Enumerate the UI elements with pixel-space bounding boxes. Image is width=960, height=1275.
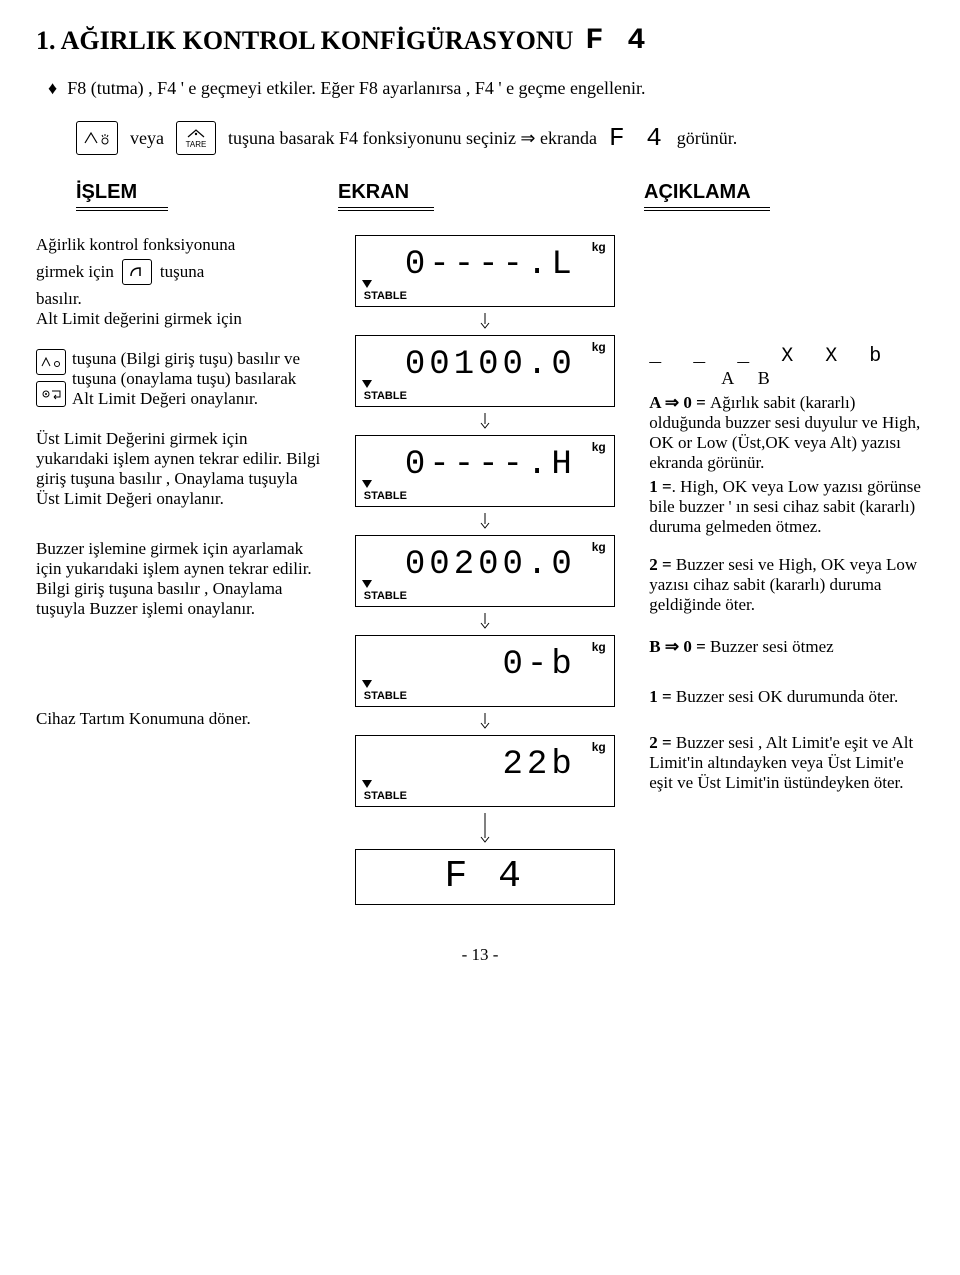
islm-p4: Buzzer işlemine girmek için ayarlamak iç…: [36, 539, 320, 619]
intro-seg-f4: F 4: [609, 123, 665, 153]
display-5: kg 0-b STABLE: [355, 635, 615, 707]
intro-mid: tuşuna basarak F4 fonksiyonunu seçiniz ⇒…: [228, 128, 597, 149]
acik-a1-lead: 1 =: [649, 477, 671, 496]
disp6-stable: STABLE: [364, 790, 606, 802]
islm-p1c: basılır.: [36, 289, 320, 309]
bullet-note: ♦ F8 (tutma) , F4 ' e geçmeyi etkiler. E…: [48, 78, 924, 99]
disp2-stable: STABLE: [364, 390, 606, 402]
disp4-stable: STABLE: [364, 590, 606, 602]
title-seg-f4: F 4: [585, 24, 648, 58]
islm-p2-text: tuşuna (Bilgi giriş tuşu) basılır ve tuş…: [72, 349, 320, 409]
disp4-kg: kg: [592, 540, 606, 554]
acik-a1: 1 =. High, OK veya Low yazısı görünse bi…: [649, 477, 924, 537]
acik-b-lead: B ⇒ 0 =: [649, 637, 710, 656]
acik-a2-lead: 2 =: [649, 555, 676, 574]
acik-a1-body: . High, OK veya Low yazısı görünse bile …: [649, 477, 921, 536]
disp6-kg: kg: [592, 740, 606, 754]
connector-6: [480, 813, 490, 843]
display-7: F 4: [355, 849, 615, 905]
acik-column: _ _ _ X X b A B A ⇒ 0 = Ağırlık sabit (k…: [649, 235, 924, 905]
tare-label: TARE: [186, 140, 207, 149]
islm-p1a: Ağirlik kontrol fonksiyonuna: [36, 235, 320, 255]
acik-b1: 1 = Buzzer sesi OK durumunda öter.: [649, 687, 924, 707]
connector-3: [480, 513, 490, 529]
key-enter-icon: [122, 259, 152, 285]
bullet-text: F8 (tutma) , F4 ' e geçmeyi etkiler. Eğe…: [67, 78, 645, 99]
connector-2: [480, 413, 490, 429]
acik-a0: A ⇒ 0 = Ağırlık sabit (kararlı) olduğund…: [649, 393, 924, 473]
connector-4: [480, 613, 490, 629]
disp3-tri-icon: [362, 480, 372, 488]
connector-5: [480, 713, 490, 729]
islm-p2: tuşuna (Bilgi giriş tuşu) basılır ve tuş…: [36, 349, 320, 409]
islm-p3: Üst Limit Değerini girmek için yukarıdak…: [36, 429, 320, 509]
acik-a2: 2 = Buzzer sesi ve High, OK veya Low yaz…: [649, 555, 924, 615]
disp2-kg: kg: [592, 340, 606, 354]
islm-p1: Ağirlik kontrol fonksiyonuna girmek için…: [36, 235, 320, 329]
display-1: kg 0----.L STABLE: [355, 235, 615, 307]
key-tare-icon: TARE: [176, 121, 216, 155]
disp7-val: F 4: [364, 854, 606, 900]
display-3: kg 0----.H STABLE: [355, 435, 615, 507]
acik-ab: A B: [649, 368, 924, 389]
ekran-column: kg 0----.L STABLE kg 00100.0 STABLE kg 0…: [340, 235, 629, 905]
islm-column: Ağirlik kontrol fonksiyonuna girmek için…: [36, 235, 320, 905]
col-head-islm: İŞLEM: [76, 181, 168, 211]
bullet-icon: ♦: [48, 78, 57, 99]
title-text: 1. AĞIRLIK KONTROL KONFİGÜRASYONU: [36, 26, 573, 56]
disp5-stable: STABLE: [364, 690, 606, 702]
disp1-val: 0----.L: [364, 240, 606, 290]
disp2-val: 00100.0: [364, 340, 606, 390]
disp5-tri-icon: [362, 680, 372, 688]
acik-b1-body: Buzzer sesi OK durumunda öter.: [676, 687, 898, 706]
intro-end: görünür.: [677, 128, 738, 149]
column-headings: İŞLEM EKRAN AÇIKLAMA: [76, 181, 924, 211]
islm-p1b-pre: girmek için: [36, 262, 114, 282]
display-2: kg 00100.0 STABLE: [355, 335, 615, 407]
islm-p1b-post: tuşuna: [160, 262, 204, 282]
acik-b1-lead: 1 =: [649, 687, 676, 706]
acik-xxb: _ _ _ X X b: [649, 345, 924, 368]
acik-a-lead: A ⇒ 0 =: [649, 393, 710, 412]
col-head-acik: AÇIKLAMA: [644, 181, 770, 211]
disp1-kg: kg: [592, 240, 606, 254]
disp3-stable: STABLE: [364, 490, 606, 502]
disp1-tri-icon: [362, 280, 372, 288]
intro-veya: veya: [130, 128, 164, 149]
disp3-kg: kg: [592, 440, 606, 454]
display-4: kg 00200.0 STABLE: [355, 535, 615, 607]
disp3-val: 0----.H: [364, 440, 606, 490]
disp4-tri-icon: [362, 580, 372, 588]
acik-b2-body: Buzzer sesi , Alt Limit'e eşit ve Alt Li…: [649, 733, 913, 792]
disp5-kg: kg: [592, 640, 606, 654]
acik-b2: 2 = Buzzer sesi , Alt Limit'e eşit ve Al…: [649, 733, 924, 793]
disp6-val: 22b: [364, 740, 606, 790]
key-wave-light-icon: [76, 121, 118, 155]
disp2-tri-icon: [362, 380, 372, 388]
acik-b0: B ⇒ 0 = Buzzer sesi ötmez: [649, 637, 924, 657]
page-number: - 13 -: [36, 945, 924, 965]
page-title: 1. AĞIRLIK KONTROL KONFİGÜRASYONU F 4: [36, 24, 924, 58]
key-wave-light-2-icon: [36, 349, 66, 375]
connector-1: [480, 313, 490, 329]
disp4-val: 00200.0: [364, 540, 606, 590]
acik-a2-body: Buzzer sesi ve High, OK veya Low yazısı …: [649, 555, 917, 614]
acik-b2-lead: 2 =: [649, 733, 676, 752]
acik-b-body: Buzzer sesi ötmez: [710, 637, 834, 656]
display-6: kg 22b STABLE: [355, 735, 615, 807]
islm-p5: Cihaz Tartım Konumuna döner.: [36, 709, 320, 729]
key-target-return-icon: [36, 381, 66, 407]
disp1-stable: STABLE: [364, 290, 606, 302]
intro-row: veya TARE tuşuna basarak F4 fonksiyonunu…: [76, 121, 924, 155]
disp5-val: 0-b: [364, 640, 606, 690]
islm-p1d: Alt Limit değerini girmek için: [36, 309, 320, 329]
col-head-ekran: EKRAN: [338, 181, 434, 211]
disp6-tri-icon: [362, 780, 372, 788]
